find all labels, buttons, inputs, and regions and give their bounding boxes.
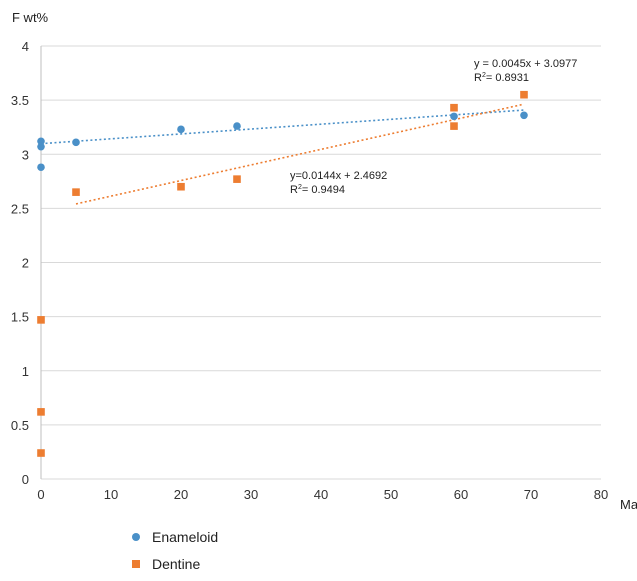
legend-label-enameloid: Enameloid — [152, 529, 219, 545]
legend-item-dentine: Dentine — [132, 553, 218, 575]
enameloid-trend-annotation: y = 0.0045x + 3.0977 R2= 0.8931 — [474, 58, 577, 84]
enameloid-point — [72, 138, 80, 147]
dentine-point — [233, 175, 241, 183]
dentine-equation: y=0.0144x + 2.4692 — [290, 170, 387, 182]
dentine-point — [520, 90, 528, 99]
y-tick-label: 3 — [22, 147, 29, 162]
dentine-r2: R2= 0.9494 — [290, 184, 345, 196]
data-points — [37, 90, 528, 457]
dentine-r2-superscript: 2 — [298, 184, 302, 191]
dentine-r2-label: R — [290, 184, 298, 196]
x-tick-label: 30 — [244, 487, 258, 502]
enameloid-r2-superscript: 2 — [482, 72, 486, 79]
enameloid-r2-label: R — [474, 72, 482, 84]
x-axis-title: Ma — [620, 497, 637, 512]
dentine-point — [450, 103, 458, 112]
dentine-point — [37, 408, 45, 416]
legend-circle-marker — [132, 533, 140, 541]
enameloid-equation: y = 0.0045x + 3.0977 — [474, 58, 577, 70]
x-tick-labels: 0 10 20 30 40 50 60 70 80 — [37, 487, 608, 502]
y-tick-label: 1.5 — [11, 310, 29, 325]
y-tick-label: 2.5 — [11, 201, 29, 216]
y-axis-title: F wt% — [12, 10, 49, 25]
x-tick-label: 50 — [384, 487, 398, 502]
enameloid-r2-value: = 0.8931 — [486, 72, 529, 84]
dentine-point — [37, 449, 45, 457]
legend: Enameloid Dentine — [132, 526, 218, 580]
legend-item-enameloid: Enameloid — [132, 526, 218, 548]
x-tick-label: 40 — [314, 487, 328, 502]
enameloid-point — [520, 111, 528, 120]
enameloid-point — [450, 112, 458, 121]
dentine-trend-annotation: y=0.0144x + 2.4692 R2= 0.9494 — [290, 170, 387, 196]
y-tick-label: 0.5 — [11, 418, 29, 433]
dentine-point — [37, 316, 45, 324]
x-tick-label: 20 — [174, 487, 188, 502]
y-tick-label: 0 — [22, 472, 29, 487]
y-tick-label: 4 — [22, 39, 29, 54]
x-tick-label: 10 — [104, 487, 118, 502]
y-tick-label: 3.5 — [11, 93, 29, 108]
enameloid-point — [37, 142, 45, 151]
dentine-point — [450, 122, 458, 130]
x-tick-label: 70 — [524, 487, 538, 502]
enameloid-r2: R2= 0.8931 — [474, 72, 529, 84]
enameloid-point — [37, 137, 45, 146]
enameloid-point — [37, 163, 45, 172]
x-tick-label: 80 — [594, 487, 608, 502]
enameloid-point — [177, 125, 185, 134]
x-tick-label: 0 — [37, 487, 44, 502]
legend-label-dentine: Dentine — [152, 556, 201, 572]
y-tick-labels: 0 0.5 1 1.5 2 2.5 3 3.5 4 — [11, 39, 29, 487]
x-tick-label: 60 — [454, 487, 468, 502]
dentine-r2-value: = 0.9494 — [302, 184, 345, 196]
dentine-point — [177, 182, 185, 191]
gridlines — [40, 45, 601, 480]
dentine-point — [72, 188, 80, 196]
scatter-chart: 0 0.5 1 1.5 2 2.5 3 3.5 4 0 10 20 30 40 50 60 70 80 F wt… — [11, 10, 637, 512]
legend-square-marker — [132, 560, 140, 568]
y-tick-label: 1 — [22, 364, 29, 379]
enameloid-point — [233, 122, 241, 130]
y-tick-label: 2 — [22, 256, 29, 271]
